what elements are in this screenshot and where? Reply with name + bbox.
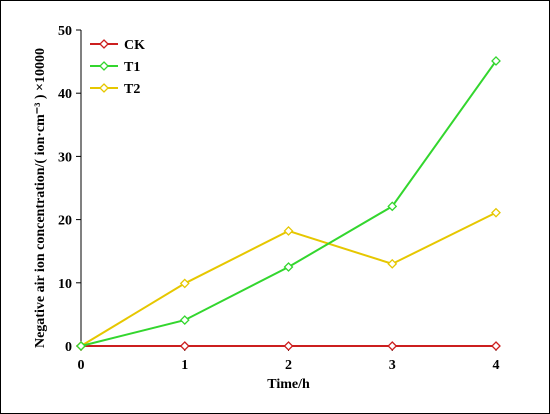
y-tick-label: 20 xyxy=(58,214,72,229)
y-tick-label: 50 xyxy=(58,24,72,39)
data-point-marker xyxy=(387,201,398,212)
data-point-marker xyxy=(387,258,398,269)
legend-item-ck: CK xyxy=(90,38,145,53)
data-point-marker xyxy=(491,56,501,66)
x-tick-label: 0 xyxy=(78,358,85,373)
y-ticks: 0 10 20 30 40 50 xyxy=(58,24,81,355)
series-line xyxy=(80,60,497,347)
series-t1 xyxy=(76,56,501,351)
y-tick-label: 40 xyxy=(58,87,72,102)
axes xyxy=(80,30,496,347)
data-point-marker xyxy=(491,341,501,351)
legend-marker xyxy=(99,61,109,71)
legend-marker xyxy=(99,39,109,49)
series-layer xyxy=(76,56,501,351)
data-point-marker xyxy=(387,341,398,351)
legend-item-t2: T2 xyxy=(90,82,140,97)
series-t2 xyxy=(76,207,501,351)
data-point-marker xyxy=(283,226,294,236)
legend-label: T2 xyxy=(124,82,140,97)
x-tick-label: 3 xyxy=(389,358,396,373)
data-point-marker xyxy=(76,341,86,351)
data-point-marker xyxy=(179,278,190,289)
data-point-marker xyxy=(283,262,294,272)
legend-item-t1: T1 xyxy=(90,60,140,75)
data-point-marker xyxy=(491,207,501,218)
x-tick-label: 4 xyxy=(493,358,500,373)
x-tick-label: 1 xyxy=(181,358,188,373)
legend: CK T1 T2 xyxy=(90,38,145,97)
data-point-marker xyxy=(179,341,190,351)
y-tick-label: 30 xyxy=(58,150,72,165)
x-tick-label: 2 xyxy=(285,358,292,373)
y-tick-label: 0 xyxy=(65,340,72,355)
series-ck xyxy=(76,341,501,351)
data-point-marker xyxy=(179,315,190,326)
x-axis-title: Time/h xyxy=(267,377,310,392)
y-tick-label: 10 xyxy=(58,277,72,292)
y-axis-title: Negative air ion concentration/( ion·cm⁻… xyxy=(33,48,48,348)
legend-label: CK xyxy=(124,38,145,53)
legend-label: T1 xyxy=(124,60,140,75)
data-point-marker xyxy=(283,341,294,351)
legend-marker xyxy=(99,83,109,93)
